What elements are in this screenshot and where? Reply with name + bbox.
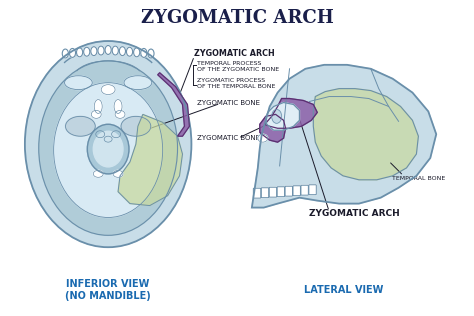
- Ellipse shape: [87, 124, 129, 174]
- Text: ZYGOMATIC ARCH: ZYGOMATIC ARCH: [141, 9, 333, 27]
- Polygon shape: [266, 102, 300, 130]
- Ellipse shape: [121, 116, 151, 136]
- FancyBboxPatch shape: [254, 188, 261, 198]
- Ellipse shape: [119, 47, 126, 56]
- Ellipse shape: [69, 48, 75, 58]
- Ellipse shape: [112, 46, 118, 55]
- Text: ZYGOMATIC PROCESS
OF THE TEMPORAL BONE: ZYGOMATIC PROCESS OF THE TEMPORAL BONE: [197, 78, 276, 89]
- Ellipse shape: [91, 110, 101, 118]
- Ellipse shape: [25, 41, 191, 247]
- Ellipse shape: [98, 46, 104, 55]
- Ellipse shape: [62, 49, 68, 58]
- Ellipse shape: [93, 170, 103, 177]
- Polygon shape: [313, 88, 419, 180]
- Ellipse shape: [76, 48, 82, 57]
- FancyBboxPatch shape: [269, 187, 277, 197]
- Ellipse shape: [258, 134, 268, 142]
- Text: TEMPORAL PROCESS
OF THE ZYGOMATIC BONE: TEMPORAL PROCESS OF THE ZYGOMATIC BONE: [197, 61, 280, 72]
- Ellipse shape: [93, 131, 123, 167]
- Text: TEMPORAL BONE: TEMPORAL BONE: [392, 176, 445, 181]
- Text: ZYGOMATIC BONE: ZYGOMATIC BONE: [197, 100, 260, 106]
- FancyBboxPatch shape: [261, 188, 269, 198]
- Ellipse shape: [104, 136, 112, 142]
- Ellipse shape: [83, 47, 90, 56]
- Ellipse shape: [91, 47, 97, 56]
- Polygon shape: [252, 65, 436, 208]
- Polygon shape: [158, 73, 190, 136]
- Ellipse shape: [115, 110, 125, 118]
- FancyBboxPatch shape: [301, 185, 309, 195]
- Ellipse shape: [111, 131, 120, 138]
- Ellipse shape: [96, 131, 105, 138]
- FancyBboxPatch shape: [309, 185, 316, 195]
- Ellipse shape: [94, 100, 102, 113]
- Ellipse shape: [127, 47, 133, 56]
- Ellipse shape: [65, 116, 95, 136]
- Ellipse shape: [141, 48, 147, 58]
- Polygon shape: [118, 114, 182, 206]
- Ellipse shape: [54, 83, 163, 217]
- Ellipse shape: [124, 76, 152, 90]
- Text: ZYGOMATIC ARCH: ZYGOMATIC ARCH: [310, 209, 400, 218]
- Ellipse shape: [114, 100, 122, 113]
- Ellipse shape: [101, 85, 115, 94]
- Ellipse shape: [113, 170, 123, 177]
- Polygon shape: [265, 99, 317, 128]
- Ellipse shape: [134, 48, 140, 57]
- Ellipse shape: [148, 49, 154, 58]
- Ellipse shape: [64, 76, 92, 90]
- Polygon shape: [260, 114, 285, 142]
- Text: ZYGOMATIC ARCH: ZYGOMATIC ARCH: [194, 49, 275, 58]
- Ellipse shape: [272, 109, 282, 123]
- Ellipse shape: [105, 46, 111, 54]
- Text: INFERIOR VIEW
(NO MANDIBLE): INFERIOR VIEW (NO MANDIBLE): [65, 279, 151, 301]
- FancyBboxPatch shape: [285, 186, 292, 196]
- FancyBboxPatch shape: [277, 187, 284, 197]
- Text: LATERAL VIEW: LATERAL VIEW: [304, 285, 384, 295]
- Ellipse shape: [39, 61, 178, 235]
- FancyBboxPatch shape: [293, 186, 301, 196]
- Text: ZYGOMATIC BONE: ZYGOMATIC BONE: [197, 135, 260, 141]
